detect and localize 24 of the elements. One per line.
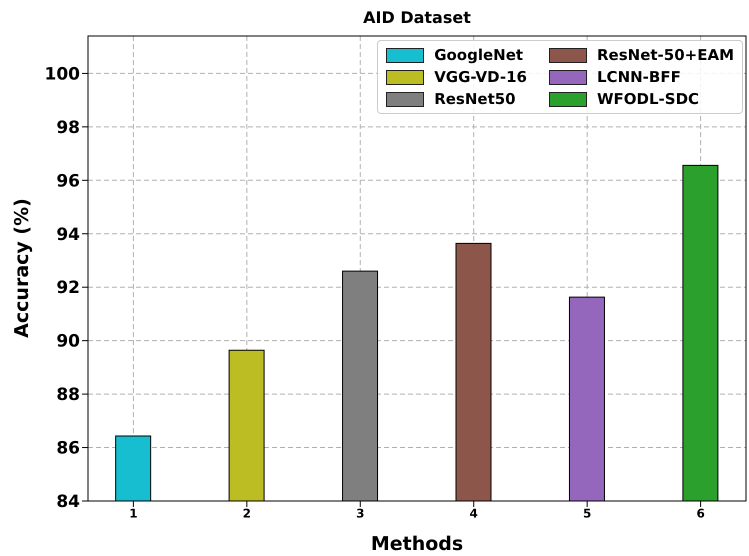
x-tick-label: 3 xyxy=(356,506,364,521)
chart-title: AID Dataset xyxy=(362,8,472,27)
y-axis-title: Accuracy (%) xyxy=(11,198,33,338)
y-tick-label: 92 xyxy=(56,278,80,298)
y-tick-label: 84 xyxy=(56,492,80,512)
x-tick-label: 1 xyxy=(129,506,138,521)
legend-label: VGG-VD-16 xyxy=(434,68,527,86)
x-tick-label: 2 xyxy=(242,506,252,521)
x-tick-label: 4 xyxy=(470,506,478,521)
x-axis-title: Methods xyxy=(370,533,464,555)
y-tick-label: 90 xyxy=(56,332,80,352)
x-tick-label: 6 xyxy=(696,506,705,521)
legend-label: ResNet50 xyxy=(434,90,516,108)
y-tick-label: 100 xyxy=(44,64,80,84)
y-tick-label: 88 xyxy=(56,385,80,406)
legend-label: LCNN-BFF xyxy=(597,68,681,86)
legend-label: ResNet-50+EAM xyxy=(597,46,734,64)
y-tick-label: 98 xyxy=(56,118,80,138)
legend-label: WFODL-SDC xyxy=(597,90,700,108)
y-tick-label: 94 xyxy=(56,224,80,245)
y-tick-label: 86 xyxy=(56,438,80,459)
y-tick-label: 96 xyxy=(56,171,80,192)
legend-label: GoogleNet xyxy=(434,46,524,64)
x-tick-label: 5 xyxy=(582,506,592,521)
